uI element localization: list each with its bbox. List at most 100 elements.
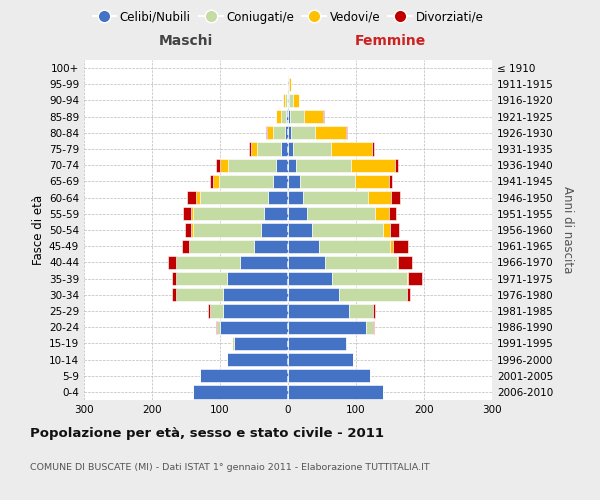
Bar xyxy=(191,207,193,220)
Bar xyxy=(208,304,210,318)
Bar xyxy=(213,175,218,188)
Bar xyxy=(303,191,368,204)
Bar xyxy=(288,158,296,172)
Bar xyxy=(389,175,392,188)
Bar xyxy=(288,369,370,382)
Bar xyxy=(288,191,303,204)
Bar xyxy=(193,207,264,220)
Bar xyxy=(290,110,304,124)
Bar xyxy=(210,175,213,188)
Bar xyxy=(227,353,288,366)
Bar xyxy=(220,158,228,172)
Bar xyxy=(407,272,422,285)
Bar xyxy=(228,158,276,172)
Bar xyxy=(339,288,407,302)
Bar xyxy=(285,126,288,140)
Bar xyxy=(319,240,390,253)
Bar xyxy=(398,256,412,269)
Bar xyxy=(291,126,314,140)
Bar xyxy=(288,224,312,236)
Bar xyxy=(296,158,350,172)
Text: Maschi: Maschi xyxy=(159,34,213,48)
Legend: Celibi/Nubili, Coniugati/e, Vedovi/e, Divorziati/e: Celibi/Nubili, Coniugati/e, Vedovi/e, Di… xyxy=(88,6,488,28)
Bar xyxy=(218,175,273,188)
Bar xyxy=(216,158,220,172)
Bar xyxy=(284,94,287,107)
Bar xyxy=(288,320,366,334)
Bar xyxy=(391,191,400,204)
Bar xyxy=(232,336,233,350)
Bar xyxy=(277,110,281,124)
Bar xyxy=(307,207,375,220)
Bar xyxy=(267,126,273,140)
Bar xyxy=(293,94,299,107)
Bar xyxy=(191,224,193,236)
Bar xyxy=(193,386,288,398)
Text: Femmine: Femmine xyxy=(355,34,425,48)
Bar xyxy=(346,126,347,140)
Bar xyxy=(293,142,331,156)
Bar xyxy=(288,142,293,156)
Bar xyxy=(281,142,288,156)
Bar xyxy=(283,94,284,107)
Bar xyxy=(193,224,261,236)
Bar xyxy=(350,158,395,172)
Bar xyxy=(371,142,374,156)
Bar xyxy=(288,272,332,285)
Bar xyxy=(182,240,189,253)
Bar xyxy=(288,94,289,107)
Bar xyxy=(266,126,267,140)
Bar xyxy=(383,224,390,236)
Bar xyxy=(200,191,268,204)
Bar xyxy=(373,320,374,334)
Bar xyxy=(286,110,288,124)
Bar xyxy=(167,256,176,269)
Bar xyxy=(176,288,223,302)
Bar xyxy=(312,224,383,236)
Bar xyxy=(176,256,241,269)
Bar xyxy=(349,304,373,318)
Bar xyxy=(223,288,288,302)
Bar xyxy=(323,110,324,124)
Bar xyxy=(182,207,191,220)
Bar xyxy=(281,110,286,124)
Bar xyxy=(196,191,200,204)
Text: COMUNE DI BUSCATE (MI) - Dati ISTAT 1° gennaio 2011 - Elaborazione TUTTITALIA.IT: COMUNE DI BUSCATE (MI) - Dati ISTAT 1° g… xyxy=(30,462,430,471)
Bar xyxy=(288,78,289,91)
Bar xyxy=(287,94,288,107)
Bar xyxy=(288,288,339,302)
Bar xyxy=(241,256,288,269)
Bar xyxy=(332,272,407,285)
Bar xyxy=(190,240,254,253)
Y-axis label: Fasce di età: Fasce di età xyxy=(32,195,45,265)
Bar xyxy=(389,207,396,220)
Bar xyxy=(325,256,397,269)
Bar xyxy=(390,224,399,236)
Text: Popolazione per età, sesso e stato civile - 2011: Popolazione per età, sesso e stato civil… xyxy=(30,428,384,440)
Bar xyxy=(254,240,288,253)
Bar xyxy=(288,304,349,318)
Bar xyxy=(217,320,220,334)
Y-axis label: Anni di nascita: Anni di nascita xyxy=(562,186,574,274)
Bar xyxy=(288,175,300,188)
Bar xyxy=(288,240,319,253)
Bar xyxy=(304,110,323,124)
Bar xyxy=(233,336,288,350)
Bar xyxy=(251,142,257,156)
Bar xyxy=(187,191,196,204)
Bar xyxy=(289,78,291,91)
Bar xyxy=(355,175,389,188)
Bar xyxy=(289,94,293,107)
Bar xyxy=(397,256,398,269)
Bar xyxy=(394,240,407,253)
Bar xyxy=(227,272,288,285)
Bar xyxy=(346,336,347,350)
Bar xyxy=(172,288,176,302)
Bar xyxy=(200,369,288,382)
Bar xyxy=(375,207,389,220)
Bar xyxy=(288,353,353,366)
Bar xyxy=(368,191,391,204)
Bar xyxy=(288,207,307,220)
Bar xyxy=(176,272,227,285)
Bar xyxy=(331,142,371,156)
